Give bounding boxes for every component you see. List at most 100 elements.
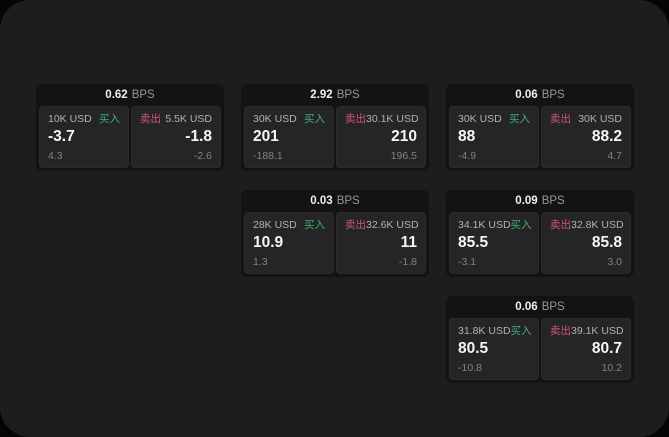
- bps-header: 0.06 BPS: [449, 299, 631, 316]
- bps-value: 0.62: [105, 89, 128, 101]
- bps-unit-label: BPS: [541, 195, 565, 207]
- sell-panel-top: 卖出 5.5K USD: [140, 113, 212, 125]
- sell-sub-value: 3.0: [607, 256, 622, 268]
- bps-header: 0.62 BPS: [39, 87, 221, 104]
- buy-amount-label: 31.8K USD: [458, 325, 511, 337]
- quote-card: 0.62 BPS 10K USD 买入 -3.7 4.3 卖出 5.5K USD …: [36, 84, 224, 171]
- quote-panels: 30K USD 买入 88 -4.9 卖出 30K USD 88.2 4.7: [449, 106, 631, 168]
- sell-quote-panel[interactable]: 卖出 32.8K USD 85.8 3.0: [541, 212, 631, 274]
- buy-panel-top: 34.1K USD 买入: [458, 219, 532, 231]
- buy-price: -3.7: [48, 128, 75, 145]
- sell-amount-label: 5.5K USD: [165, 113, 212, 125]
- quote-panels: 30K USD 买入 201 -188.1 卖出 30.1K USD 210 1…: [244, 106, 426, 168]
- sell-price: 210: [391, 128, 417, 145]
- buy-sub-value: -188.1: [253, 150, 283, 162]
- quote-card: 0.09 BPS 34.1K USD 买入 85.5 -3.1 卖出 32.8K …: [446, 190, 634, 277]
- sell-price: -1.8: [185, 128, 212, 145]
- sell-panel-top: 卖出 30K USD: [550, 113, 622, 125]
- buy-panel-top: 30K USD 买入: [253, 113, 325, 125]
- sell-amount-label: 30.1K USD: [366, 113, 419, 125]
- buy-quote-panel[interactable]: 10K USD 买入 -3.7 4.3: [39, 106, 129, 168]
- quote-panels: 34.1K USD 买入 85.5 -3.1 卖出 32.8K USD 85.8…: [449, 212, 631, 274]
- quote-panels: 31.8K USD 买入 80.5 -10.8 卖出 39.1K USD 80.…: [449, 318, 631, 380]
- sell-quote-panel[interactable]: 卖出 39.1K USD 80.7 10.2: [541, 318, 631, 380]
- sell-sub-value: -2.6: [193, 150, 212, 162]
- bps-header: 0.09 BPS: [449, 193, 631, 210]
- buy-amount-label: 28K USD: [253, 219, 297, 231]
- buy-quote-panel[interactable]: 30K USD 买入 201 -188.1: [244, 106, 334, 168]
- bps-unit-label: BPS: [336, 195, 360, 207]
- sell-amount-label: 30K USD: [578, 113, 622, 125]
- bps-header: 0.06 BPS: [449, 87, 631, 104]
- quote-card: 2.92 BPS 30K USD 买入 201 -188.1 卖出 30.1K U…: [241, 84, 429, 171]
- buy-quote-panel[interactable]: 30K USD 买入 88 -4.9: [449, 106, 539, 168]
- buy-side-label: 买入: [509, 113, 530, 125]
- sell-side-label: 卖出: [345, 113, 366, 125]
- buy-price: 85.5: [458, 234, 489, 251]
- sell-panel-top: 卖出 39.1K USD: [550, 325, 624, 337]
- bps-unit-label: BPS: [131, 89, 155, 101]
- sell-sub-value: -1.8: [398, 256, 417, 268]
- sell-side-label: 卖出: [345, 219, 366, 231]
- buy-side-label: 买入: [304, 113, 325, 125]
- buy-quote-panel[interactable]: 31.8K USD 买入 80.5 -10.8: [449, 318, 539, 380]
- quote-panels: 10K USD 买入 -3.7 4.3 卖出 5.5K USD -1.8 -2.…: [39, 106, 221, 168]
- buy-quote-panel[interactable]: 34.1K USD 买入 85.5 -3.1: [449, 212, 539, 274]
- bps-unit-label: BPS: [541, 89, 565, 101]
- bps-value: 0.09: [515, 195, 538, 207]
- buy-side-label: 买入: [510, 325, 532, 337]
- buy-amount-label: 10K USD: [48, 113, 92, 125]
- sell-price: 80.7: [591, 340, 622, 357]
- sell-quote-panel[interactable]: 卖出 32.6K USD 11 -1.8: [336, 212, 426, 274]
- bps-header: 0.03 BPS: [244, 193, 426, 210]
- buy-price: 10.9: [253, 234, 284, 251]
- buy-panel-top: 10K USD 买入: [48, 113, 120, 125]
- bps-value: 0.06: [515, 301, 538, 313]
- buy-price: 80.5: [458, 340, 489, 357]
- sell-sub-value: 4.7: [607, 150, 622, 162]
- bps-value: 2.92: [310, 89, 333, 101]
- buy-price: 88: [458, 128, 476, 145]
- buy-sub-value: 1.3: [253, 256, 268, 268]
- sell-amount-label: 32.8K USD: [571, 219, 624, 231]
- buy-amount-label: 30K USD: [253, 113, 297, 125]
- buy-side-label: 买入: [510, 219, 532, 231]
- sell-quote-panel[interactable]: 卖出 5.5K USD -1.8 -2.6: [131, 106, 221, 168]
- buy-amount-label: 34.1K USD: [458, 219, 511, 231]
- quote-panels: 28K USD 买入 10.9 1.3 卖出 32.6K USD 11 -1.8: [244, 212, 426, 274]
- sell-panel-top: 卖出 32.6K USD: [345, 219, 419, 231]
- buy-side-label: 买入: [304, 219, 325, 231]
- sell-amount-label: 39.1K USD: [571, 325, 624, 337]
- bps-value: 0.03: [310, 195, 333, 207]
- buy-panel-top: 28K USD 买入: [253, 219, 325, 231]
- quote-card: 0.06 BPS 31.8K USD 买入 80.5 -10.8 卖出 39.1K…: [446, 296, 634, 383]
- buy-panel-top: 31.8K USD 买入: [458, 325, 532, 337]
- sell-side-label: 卖出: [550, 219, 571, 231]
- bps-unit-label: BPS: [336, 89, 360, 101]
- buy-amount-label: 30K USD: [458, 113, 502, 125]
- quote-card: 0.03 BPS 28K USD 买入 10.9 1.3 卖出 32.6K USD…: [241, 190, 429, 277]
- sell-side-label: 卖出: [550, 113, 571, 125]
- sell-quote-panel[interactable]: 卖出 30.1K USD 210 196.5: [336, 106, 426, 168]
- buy-quote-panel[interactable]: 28K USD 买入 10.9 1.3: [244, 212, 334, 274]
- quote-card: 0.06 BPS 30K USD 买入 88 -4.9 卖出 30K USD 88…: [446, 84, 634, 171]
- sell-price: 11: [400, 234, 417, 251]
- sell-sub-value: 10.2: [601, 362, 622, 374]
- buy-sub-value: -4.9: [458, 150, 477, 162]
- bps-header: 2.92 BPS: [244, 87, 426, 104]
- bps-unit-label: BPS: [541, 301, 565, 313]
- sell-price: 88.2: [591, 128, 622, 145]
- buy-panel-top: 30K USD 买入: [458, 113, 530, 125]
- bps-value: 0.06: [515, 89, 538, 101]
- buy-side-label: 买入: [99, 113, 120, 125]
- sell-panel-top: 卖出 30.1K USD: [345, 113, 419, 125]
- buy-sub-value: 4.3: [48, 150, 63, 162]
- sell-quote-panel[interactable]: 卖出 30K USD 88.2 4.7: [541, 106, 631, 168]
- sell-amount-label: 32.6K USD: [366, 219, 419, 231]
- sell-sub-value: 196.5: [390, 150, 417, 162]
- sell-price: 85.8: [591, 234, 622, 251]
- sell-side-label: 卖出: [550, 325, 571, 337]
- buy-sub-value: -10.8: [458, 362, 482, 374]
- sell-side-label: 卖出: [140, 113, 161, 125]
